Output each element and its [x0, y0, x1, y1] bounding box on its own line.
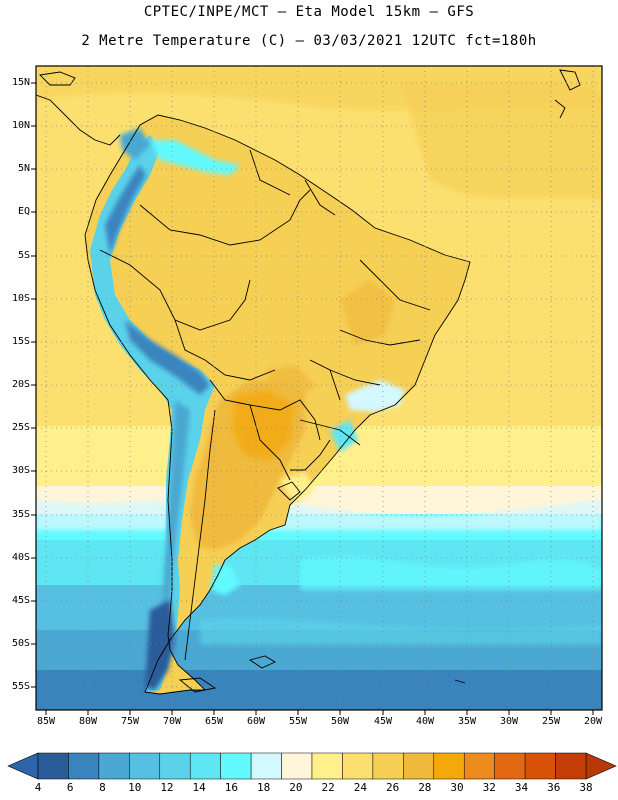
- colorbar-label: 22: [321, 781, 335, 794]
- lat-label-40s: 40S: [11, 552, 30, 563]
- colorbar-swatch: [129, 752, 161, 780]
- lat-label-50s: 50S: [11, 638, 30, 649]
- colorbar-label: 16: [224, 781, 239, 794]
- lon-label-25w: 25W: [541, 716, 561, 727]
- colorbar-swatch: [250, 752, 282, 780]
- lon-label-45w: 45W: [373, 716, 393, 727]
- lat-label-20s: 20S: [11, 379, 30, 390]
- colorbar-label: 24: [353, 781, 367, 794]
- lon-label-40w: 40W: [415, 716, 435, 727]
- lon-label-55w: 55W: [288, 716, 308, 727]
- colorbar-label: 4: [34, 781, 42, 794]
- colorbar-swatch: [68, 752, 100, 780]
- colorbar-label: 36: [547, 781, 561, 794]
- lon-label-80w: 80W: [78, 716, 98, 727]
- lat-label-30s: 30S: [11, 465, 30, 476]
- colorbar-label: 18: [257, 781, 271, 794]
- lon-label-30w: 30W: [499, 716, 519, 727]
- colorbar-swatch: [98, 752, 130, 780]
- lon-label-65w: 65W: [204, 716, 224, 727]
- political-boundaries: [36, 69, 581, 695]
- lat-label-55s: 55S: [11, 681, 30, 692]
- lat-label-10n: 10N: [11, 120, 30, 131]
- colorbar-swatch: [189, 752, 221, 780]
- lat-label-35s: 35S: [11, 509, 30, 520]
- colorbar-swatch: [220, 752, 252, 780]
- colorbar-swatch: [311, 752, 343, 780]
- colorbar-label: 28: [418, 781, 432, 794]
- colorbar-label: 26: [385, 781, 400, 794]
- lat-label-15s: 15S: [11, 336, 30, 347]
- lon-label-70w: 70W: [162, 716, 182, 727]
- lat-label-5s: 5S: [17, 250, 30, 261]
- lon-label-20w: 20W: [583, 716, 603, 727]
- lon-label-75w: 75W: [120, 716, 140, 727]
- map-subtitle: 2 Metre Temperature (C) – 03/03/2021 12U…: [81, 33, 537, 49]
- colorbar-label: 20: [289, 781, 303, 794]
- lat-label-25s: 25S: [11, 422, 30, 433]
- colorbar-swatch: [494, 752, 526, 780]
- map-title: CPTEC/INPE/MCT – Eta Model 15km – GFS: [143, 4, 475, 20]
- map-frame: [35, 65, 603, 711]
- colorbar-swatch: [555, 752, 587, 780]
- lat-label-15n: 15N: [11, 77, 30, 88]
- colorbar-high-cap: [585, 752, 617, 780]
- colorbar-swatch: [433, 752, 465, 780]
- lat-label-5n: 5N: [17, 163, 30, 174]
- colorbar-swatch: [342, 752, 374, 780]
- colorbar-label: 30: [450, 781, 464, 794]
- colorbar-swatch: [372, 752, 404, 780]
- temperature-field: [36, 66, 602, 710]
- colorbar-swatch: [159, 752, 191, 780]
- lat-label-eq: EQ: [17, 206, 30, 217]
- lon-label-85w: 85W: [36, 716, 56, 727]
- colorbar-label: 6: [66, 781, 74, 794]
- lon-label-60w: 60W: [246, 716, 266, 727]
- colorbar-swatch: [281, 752, 313, 780]
- colorbar-label: 14: [192, 781, 206, 794]
- colorbar-swatch: [403, 752, 435, 780]
- colorbar-label: 32: [482, 781, 496, 794]
- colorbar-swatch: [524, 752, 556, 780]
- colorbar-label: 8: [99, 781, 106, 794]
- andes-cold-band: [90, 135, 215, 692]
- colorbar-label: 34: [514, 781, 529, 794]
- colorbar: [7, 752, 617, 780]
- colorbar-swatch: [463, 752, 495, 780]
- lat-label-10s: 10S: [11, 293, 30, 304]
- lon-label-50w: 50W: [330, 716, 350, 727]
- colorbar-label: 38: [579, 781, 593, 794]
- lat-label-45s: 45S: [11, 595, 30, 606]
- colorbar-low-cap: [7, 752, 39, 780]
- colorbar-swatch: [37, 752, 69, 780]
- lon-label-35w: 35W: [457, 716, 477, 727]
- axis-ticks: [31, 82, 594, 715]
- colorbar-label: 12: [160, 781, 174, 794]
- colorbar-label: 10: [128, 781, 142, 794]
